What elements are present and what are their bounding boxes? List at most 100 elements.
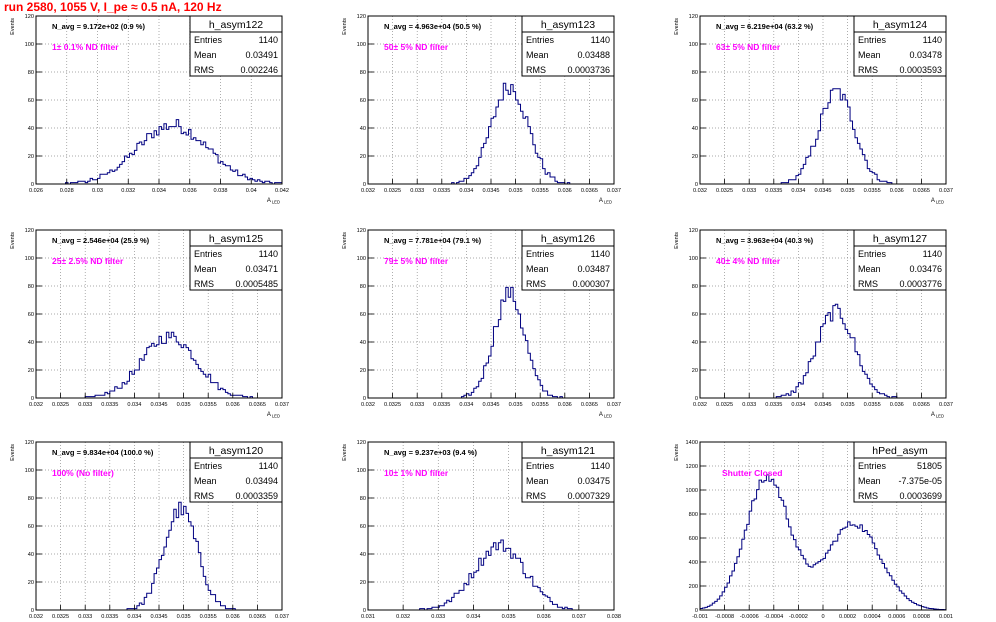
- y-tick-label: 20: [360, 154, 366, 160]
- x-tick-label: 0.036: [890, 402, 904, 408]
- stats-value: 1140: [591, 461, 610, 471]
- x-tick-label: 0.04: [246, 188, 257, 194]
- stats-value: 0.03475: [577, 476, 610, 486]
- y-tick-label: 40: [28, 340, 34, 346]
- stats-box: [189, 457, 283, 503]
- stats-label: RMS: [526, 279, 546, 289]
- stats-label: Entries: [526, 35, 555, 45]
- stats-value: 1140: [591, 249, 610, 259]
- y-tick-label: 0: [31, 608, 34, 614]
- x-tick-label: 0.032: [693, 402, 707, 408]
- x-tick-label: 0.035: [177, 614, 191, 620]
- x-tick-label: 0.033: [431, 614, 445, 620]
- y-tick-label: 60: [360, 524, 366, 530]
- stats-box: [521, 31, 615, 77]
- stats-value: 0.0003593: [899, 65, 942, 75]
- y-tick-label: 20: [692, 368, 698, 374]
- x-tick-label: 0.042: [275, 188, 289, 194]
- y-tick-label: 120: [25, 14, 34, 20]
- x-tick-label: 0.0335: [101, 614, 118, 620]
- y-tick-label: 60: [692, 98, 698, 104]
- y-tick-label: 100: [689, 42, 698, 48]
- x-tick-label: 0.0365: [581, 188, 598, 194]
- x-tick-label: 0.037: [939, 402, 953, 408]
- x-tick-label: 0.036: [183, 188, 197, 194]
- x-tick-label: 0.033: [742, 402, 756, 408]
- stats-label: Mean: [194, 50, 217, 60]
- y-tick-label: 80: [360, 70, 366, 76]
- x-tick-label: 0.0335: [433, 188, 450, 194]
- filter-label: 100% (No filter): [52, 468, 114, 478]
- x-tick-label: 0.037: [939, 188, 953, 194]
- stats-label: Mean: [858, 264, 881, 274]
- x-tick-label: 0.0002: [839, 614, 856, 620]
- x-tick-label: 0.0365: [249, 402, 266, 408]
- x-tick-label: 0.0325: [716, 188, 733, 194]
- y-tick-label: 0: [695, 396, 698, 402]
- stats-label: RMS: [526, 491, 546, 501]
- y-tick-label: 60: [692, 312, 698, 318]
- y-axis-title: Events: [10, 444, 16, 461]
- x-tick-label: 0.0345: [150, 402, 167, 408]
- x-tick-label: 0.035: [502, 614, 516, 620]
- histogram-name: h_asym124: [873, 19, 927, 31]
- x-tick-label: 0.0335: [765, 402, 782, 408]
- x-tick-label: 0.0325: [384, 402, 401, 408]
- y-axis-title: Events: [674, 18, 680, 35]
- navg-label: N_avg = 2.546e+04 (25.9 %): [52, 236, 150, 245]
- y-tick-label: 100: [357, 256, 366, 262]
- x-tick-label: 0.0325: [716, 402, 733, 408]
- x-axis-title: ALED: [267, 198, 280, 205]
- y-tick-label: 60: [360, 312, 366, 318]
- x-tick-label: 0.037: [607, 188, 621, 194]
- y-axis-title: Events: [674, 444, 680, 461]
- y-tick-label: 120: [689, 14, 698, 20]
- filter-label: 10± 1% ND filter: [384, 468, 449, 478]
- y-tick-label: 0: [695, 608, 698, 614]
- stats-value: 0.000307: [572, 279, 610, 289]
- stats-box: [853, 31, 947, 77]
- histogram-bars: [36, 331, 282, 399]
- x-tick-label: 0.028: [60, 188, 74, 194]
- x-tick-label: 0.036: [537, 614, 551, 620]
- x-axis-title: ALED: [599, 198, 612, 205]
- x-tick-label: 0.0355: [200, 614, 217, 620]
- stats-value: 1140: [923, 35, 942, 45]
- histogram-name: h_asym126: [541, 233, 595, 245]
- histogram-name: hPed_asym: [872, 445, 928, 457]
- stats-box: [853, 245, 947, 291]
- histogram-bars: [368, 539, 614, 611]
- stats-value: 0.03476: [909, 264, 942, 274]
- run-title: run 2580, 1055 V, I_pe ≈ 0.5 nA, 120 Hz: [4, 0, 222, 14]
- stats-value: 51805: [917, 461, 942, 471]
- stats-label: Mean: [194, 264, 217, 274]
- y-tick-label: 100: [25, 256, 34, 262]
- y-tick-label: 0: [363, 396, 366, 402]
- stats-label: RMS: [194, 491, 214, 501]
- y-tick-label: 60: [28, 524, 34, 530]
- x-tick-label: 0: [821, 614, 824, 620]
- x-tick-label: 0.032: [121, 188, 135, 194]
- y-tick-label: 60: [360, 98, 366, 104]
- filter-label: 63± 5% ND filter: [716, 42, 781, 52]
- x-tick-label: 0.033: [410, 188, 424, 194]
- x-tick-label: 0.036: [226, 614, 240, 620]
- x-tick-label: 0.0355: [864, 402, 881, 408]
- y-axis-title: Events: [342, 444, 348, 461]
- stats-value: 0.03488: [577, 50, 610, 60]
- histogram-name: h_asym125: [209, 233, 263, 245]
- x-tick-label: 0.034: [152, 188, 166, 194]
- y-axis-title: Events: [342, 18, 348, 35]
- x-tick-label: 0.0365: [913, 402, 930, 408]
- stats-label: Mean: [858, 476, 881, 486]
- y-tick-label: 120: [357, 14, 366, 20]
- x-axis-title: ALED: [931, 198, 944, 205]
- stats-label: RMS: [858, 279, 878, 289]
- x-tick-label: 0.0355: [200, 402, 217, 408]
- histogram-panel: 0.032 0.0325 0.033 0.0335 0.034 0.0345 0.035 0.…: [674, 14, 953, 205]
- y-tick-label: 0: [31, 182, 34, 188]
- x-tick-label: 0.036: [226, 402, 240, 408]
- filter-label: 1± 0.1% ND filter: [52, 42, 119, 52]
- stats-label: RMS: [194, 65, 214, 75]
- stats-label: RMS: [858, 65, 878, 75]
